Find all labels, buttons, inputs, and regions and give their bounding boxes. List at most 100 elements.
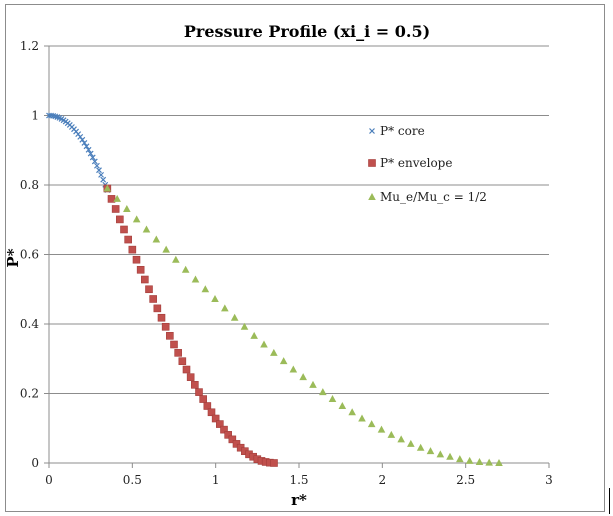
data-point <box>465 456 474 464</box>
series-1 <box>103 184 278 467</box>
data-point <box>240 322 249 330</box>
data-point <box>338 402 347 410</box>
x-marker-stroke <box>100 176 107 183</box>
legend-marker <box>369 128 375 134</box>
x-axis-label: r* <box>291 491 307 509</box>
data-point <box>199 395 207 403</box>
data-point <box>328 395 337 403</box>
data-point <box>186 373 195 381</box>
x-marker-stroke <box>89 154 96 161</box>
data-point <box>495 459 503 466</box>
data-point <box>446 452 454 460</box>
x-tick-label: 3 <box>545 473 553 487</box>
data-point <box>116 215 124 224</box>
x-marker-stroke <box>81 140 88 146</box>
legend: P* core P* envelope Mu_e/Mu_c = 1/2 <box>368 124 487 204</box>
data-point <box>178 357 187 365</box>
data-point <box>416 443 425 451</box>
y-tick-label: 0.2 <box>20 387 39 401</box>
legend-marker <box>368 159 376 167</box>
data-point <box>182 365 191 374</box>
y-axis-label: P* <box>4 248 22 267</box>
data-point <box>191 275 200 283</box>
data-point <box>152 235 161 243</box>
data-point <box>377 425 386 433</box>
data-point <box>162 245 170 253</box>
data-point <box>228 435 237 444</box>
chart-title: Pressure Profile (xi_i = 0.5) <box>184 22 430 41</box>
data-point <box>224 431 232 439</box>
series-0 <box>46 112 111 193</box>
series-2 <box>103 184 503 466</box>
data-point <box>174 349 182 357</box>
data-point <box>485 458 493 466</box>
legend-label: Mu_e/Mu_c = 1/2 <box>380 190 487 204</box>
data-point <box>270 348 278 356</box>
legend-label: P* core <box>380 124 425 138</box>
data-point <box>132 215 141 223</box>
data-point <box>77 133 84 140</box>
data-point <box>191 381 199 389</box>
data-point <box>279 357 288 365</box>
x-marker-stroke <box>369 128 375 134</box>
legend-label: P* envelope <box>380 156 452 170</box>
data-point <box>120 225 128 234</box>
y-tick-label: 0.6 <box>20 248 39 262</box>
x-marker-stroke <box>98 171 105 178</box>
x-tick-label: 0 <box>45 473 53 487</box>
data-point <box>207 408 216 417</box>
y-tick-label: 0.4 <box>20 317 39 331</box>
data-point <box>145 285 153 294</box>
data-point <box>203 402 212 410</box>
data-point <box>348 408 356 416</box>
data-point <box>79 136 86 143</box>
x-marker-stroke <box>79 136 86 143</box>
y-tick-label: 0.8 <box>20 178 39 192</box>
data-point <box>172 255 180 263</box>
data-point <box>96 167 102 174</box>
data-point <box>260 340 268 348</box>
data-point <box>201 285 210 293</box>
data-point <box>113 194 121 202</box>
chart-frame <box>5 4 605 512</box>
data-point <box>81 140 88 146</box>
data-point <box>142 225 151 233</box>
data-point <box>220 425 228 434</box>
data-point <box>397 435 405 443</box>
data-point <box>141 275 149 284</box>
data-point <box>93 162 100 169</box>
data-point <box>149 295 157 303</box>
data-point <box>221 304 229 312</box>
x-tick-label: 2.5 <box>456 473 475 487</box>
data-point <box>103 184 112 192</box>
data-point <box>195 388 203 396</box>
data-point <box>270 459 278 467</box>
window-edge-line <box>609 488 610 514</box>
data-point <box>367 420 376 428</box>
x-tick-label: 1.5 <box>289 473 308 487</box>
x-tick-label: 0.5 <box>123 473 142 487</box>
data-point <box>436 450 445 458</box>
data-point <box>181 265 190 273</box>
data-point <box>230 313 239 321</box>
y-tick-label: 1.2 <box>20 39 39 53</box>
x-marker-stroke <box>52 113 59 120</box>
data-point <box>91 158 98 165</box>
data-point <box>387 430 396 438</box>
data-point <box>157 313 166 322</box>
data-point <box>426 447 435 455</box>
data-point <box>211 414 220 423</box>
data-point <box>98 171 105 178</box>
data-point <box>166 332 174 340</box>
x-marker-stroke <box>87 150 94 157</box>
x-marker-stroke <box>50 112 57 119</box>
x-marker-stroke <box>96 167 102 174</box>
data-point <box>319 388 327 396</box>
data-point <box>83 143 90 150</box>
data-point <box>216 420 224 428</box>
data-point <box>475 457 484 465</box>
y-tick-label: 0 <box>31 456 39 470</box>
data-point <box>85 146 92 153</box>
x-marker-stroke <box>77 133 84 140</box>
